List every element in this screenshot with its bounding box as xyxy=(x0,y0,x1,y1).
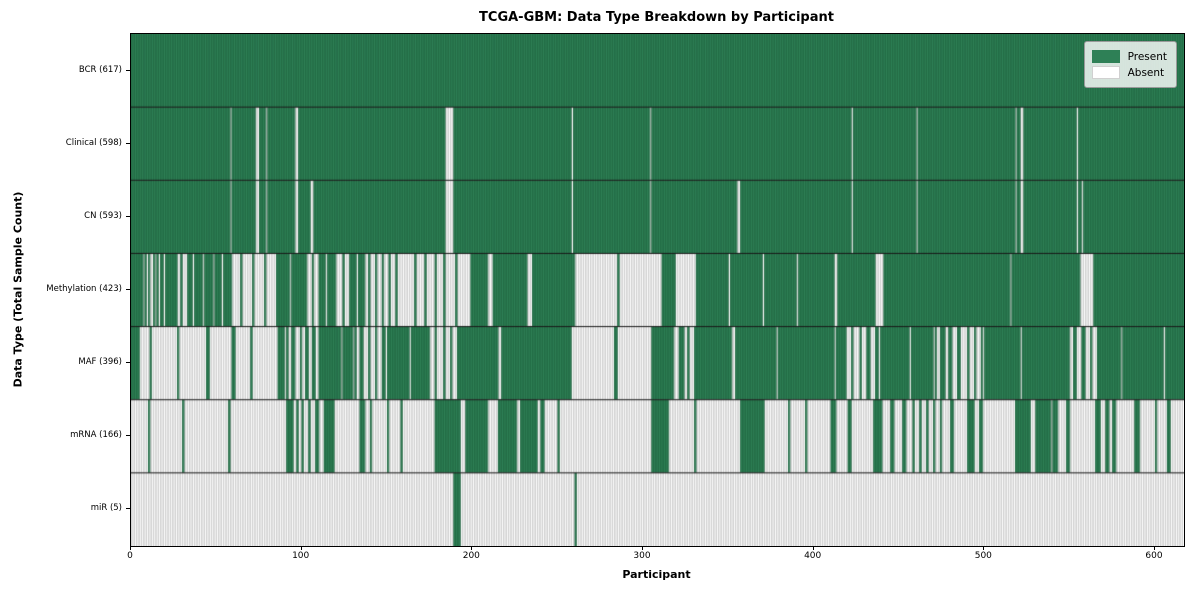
x-tick-mark xyxy=(1153,546,1155,550)
y-tick-label-cn: CN (593) xyxy=(84,210,122,221)
x-tick-mark xyxy=(130,546,131,550)
x-tick-label-200: 200 xyxy=(462,551,480,561)
x-tick-label-300: 300 xyxy=(633,551,651,561)
y-tick-mark xyxy=(126,362,130,364)
y-tick-mark xyxy=(126,508,130,510)
x-tick-label-500: 500 xyxy=(974,551,992,561)
x-tick-mark xyxy=(300,546,302,550)
legend: Present Absent xyxy=(1083,41,1177,88)
y-tick-label-maf: MAF (396) xyxy=(78,357,122,368)
heatmap-canvas xyxy=(131,34,1184,546)
y-tick-label-mir: miR (5) xyxy=(90,503,122,514)
legend-entry-present: Present xyxy=(1091,50,1167,63)
legend-absent-label: Absent xyxy=(1127,66,1165,79)
plot-area: Present Absent xyxy=(130,33,1185,547)
legend-entry-absent: Absent xyxy=(1091,66,1167,79)
y-axis-label: Data Type (Total Sample Count) xyxy=(11,191,25,388)
y-tick-label-mrna: mRNA (166) xyxy=(70,430,122,441)
y-tick-label-methylation: Methylation (423) xyxy=(46,284,122,294)
y-tick-mark xyxy=(126,435,130,437)
y-tick-label-bcr: BCR (617) xyxy=(78,64,122,75)
y-tick-label-clinical: Clinical (598) xyxy=(65,137,122,148)
x-tick-label-400: 400 xyxy=(804,551,822,561)
legend-present-label: Present xyxy=(1127,50,1167,63)
chart-title: TCGA-GBM: Data Type Breakdown by Partici… xyxy=(479,10,834,25)
x-tick-label-600: 600 xyxy=(1145,551,1163,561)
x-tick-mark xyxy=(812,546,814,550)
x-tick-label-0: 0 xyxy=(127,551,133,561)
x-tick-mark xyxy=(641,546,643,550)
x-axis-label: Participant xyxy=(622,568,691,581)
y-tick-mark xyxy=(126,69,130,71)
y-tick-mark xyxy=(126,215,130,217)
y-tick-mark xyxy=(126,142,130,144)
absent-swatch-icon xyxy=(1091,66,1120,79)
present-swatch-icon xyxy=(1091,50,1120,63)
x-tick-mark xyxy=(983,546,985,550)
x-tick-label-100: 100 xyxy=(292,551,310,561)
y-tick-mark xyxy=(126,289,130,290)
x-tick-mark xyxy=(471,546,473,550)
